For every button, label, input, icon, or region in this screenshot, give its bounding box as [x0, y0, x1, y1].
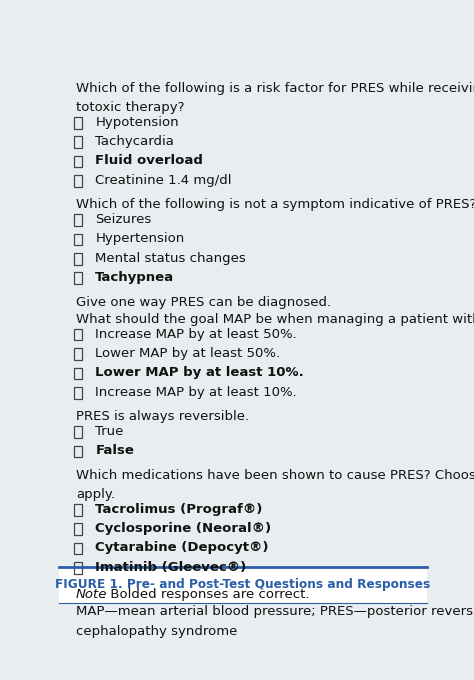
Bar — [74, 543, 82, 554]
Bar — [74, 504, 82, 515]
Text: Lower MAP by at least 10%.: Lower MAP by at least 10%. — [95, 367, 304, 379]
Text: Which of the following is not a symptom indicative of PRES?: Which of the following is not a symptom … — [76, 199, 474, 211]
Text: MAP—mean arterial blood pressure; PRES—posterior reversible en-: MAP—mean arterial blood pressure; PRES—p… — [76, 605, 474, 619]
Text: Hypotension: Hypotension — [95, 116, 179, 129]
Text: Cyclosporine (Neoral®): Cyclosporine (Neoral®) — [95, 522, 272, 535]
Text: What should the goal MAP be when managing a patient with PRES?: What should the goal MAP be when managin… — [76, 313, 474, 326]
Bar — [74, 253, 82, 265]
Text: Note: Note — [76, 588, 107, 601]
Bar — [74, 524, 82, 535]
Bar — [74, 426, 82, 438]
Bar — [74, 234, 82, 245]
Bar — [74, 156, 82, 167]
Bar — [74, 214, 82, 226]
Bar — [74, 175, 82, 187]
Text: cephalopathy syndrome: cephalopathy syndrome — [76, 625, 237, 638]
Bar — [74, 387, 82, 398]
Text: Increase MAP by at least 50%.: Increase MAP by at least 50%. — [95, 328, 297, 341]
Text: Tachycardia: Tachycardia — [95, 135, 174, 148]
Bar — [74, 117, 82, 129]
Text: FIGURE 1. Pre- and Post-Test Questions and Responses: FIGURE 1. Pre- and Post-Test Questions a… — [55, 578, 430, 592]
Text: Hypertension: Hypertension — [95, 233, 184, 245]
Text: Imatinib (Gleevec®): Imatinib (Gleevec®) — [95, 561, 246, 574]
Text: . Bolded responses are correct.: . Bolded responses are correct. — [102, 588, 310, 601]
Text: totoxic therapy?: totoxic therapy? — [76, 101, 184, 114]
Text: True: True — [95, 425, 124, 438]
Bar — [74, 329, 82, 341]
Text: Cytarabine (Depocyt®): Cytarabine (Depocyt®) — [95, 541, 269, 554]
Text: Which of the following is a risk factor for PRES while receiving cy-: Which of the following is a risk factor … — [76, 82, 474, 95]
Bar — [74, 273, 82, 284]
Text: Creatinine 1.4 mg/dl: Creatinine 1.4 mg/dl — [95, 173, 232, 187]
Bar — [74, 137, 82, 148]
Text: Lower MAP by at least 50%.: Lower MAP by at least 50%. — [95, 347, 281, 360]
Text: False: False — [95, 444, 134, 457]
Text: Increase MAP by at least 10%.: Increase MAP by at least 10%. — [95, 386, 297, 398]
Text: Which medications have been shown to cause PRES? Choose all that: Which medications have been shown to cau… — [76, 469, 474, 482]
Text: Mental status changes: Mental status changes — [95, 252, 246, 265]
Bar — [74, 348, 82, 360]
Text: Seizures: Seizures — [95, 213, 152, 226]
Bar — [59, 567, 427, 602]
Text: Give one way PRES can be diagnosed.: Give one way PRES can be diagnosed. — [76, 296, 331, 309]
Bar — [74, 368, 82, 379]
Text: apply.: apply. — [76, 488, 115, 501]
Bar — [74, 445, 82, 457]
Text: PRES is always reversible.: PRES is always reversible. — [76, 410, 249, 423]
Text: Fluid overload: Fluid overload — [95, 154, 203, 167]
Bar — [74, 562, 82, 574]
Text: Tachypnea: Tachypnea — [95, 271, 174, 284]
Text: Tacrolimus (Prograf®): Tacrolimus (Prograf®) — [95, 503, 263, 515]
